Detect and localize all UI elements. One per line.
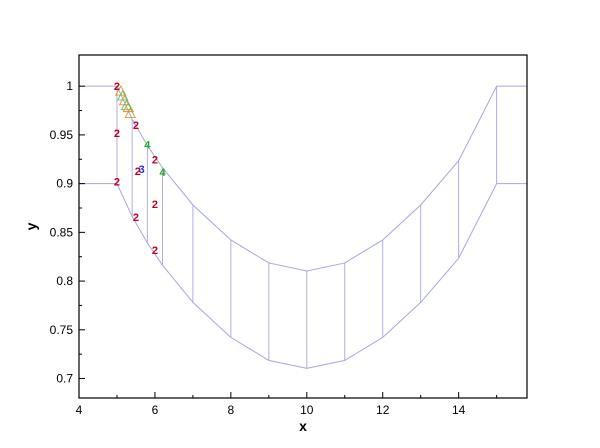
triangle-marker-5 [120,99,133,111]
plot-frame [78,54,528,399]
x-tick-label-3: 10 [300,403,314,417]
marker-label-11: 4 [159,167,166,179]
marker-label-4: 2 [135,166,141,178]
marker-label-6: 2 [152,154,158,166]
y-tick-label-0: 0.7 [56,372,73,386]
x-tick-label-5: 14 [452,403,466,417]
y-tick-label-6: 1 [66,79,73,93]
marker-label-10: 4 [144,140,151,152]
marker-label-2: 2 [114,177,120,189]
y-tick-label-5: 0.95 [50,128,74,142]
marker-label-8: 2 [152,245,158,257]
x-tick-label-2: 8 [228,403,235,417]
x-tick-label-1: 6 [152,403,159,417]
triangle-markers [114,85,137,118]
marker-label-1: 2 [114,128,120,140]
x-axis-title: x [299,418,307,434]
mesh-lines [116,86,498,369]
marker-label-0: 2 [114,81,120,93]
y-axis-title: y [23,222,39,230]
series-line-1 [79,183,527,369]
y-tick-label-2: 0.8 [56,274,73,288]
x-tick-label-4: 12 [376,403,390,417]
series-lines [79,85,527,369]
y-tick-label-1: 0.75 [50,323,74,337]
marker-label-3: 2 [133,120,139,132]
y-tick-label-3: 0.85 [50,225,74,239]
triangle-marker-3 [124,107,137,118]
y-tick-label-4: 0.9 [56,177,73,191]
y-axis-ticks: 0.7 0.75 0.8 0.85 0.9 0.95 1 [50,79,85,386]
marker-label-7: 2 [152,199,158,211]
x-axis-ticks: 4 6 8 10 12 14 [76,392,498,417]
marker-label-9: 3 [139,164,145,176]
series-line-0 [79,85,527,272]
x-tick-label-0: 4 [76,403,83,417]
triangle-marker-4 [116,89,129,101]
marker-label-5: 2 [133,212,139,224]
